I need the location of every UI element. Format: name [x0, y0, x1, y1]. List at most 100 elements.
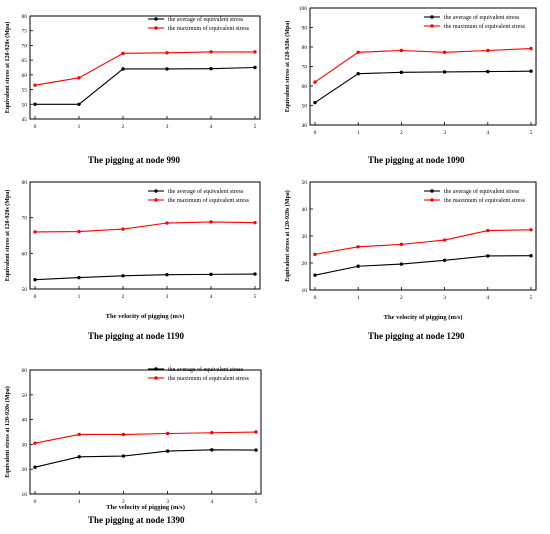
plot-frame	[29, 181, 261, 290]
data-point	[253, 50, 257, 54]
y-tick-label: 60	[302, 84, 308, 90]
data-point	[33, 441, 37, 445]
data-point	[210, 431, 214, 435]
data-point	[486, 228, 490, 233]
series-line-0	[314, 70, 532, 104]
legend-marker	[154, 26, 158, 30]
data-point	[486, 254, 490, 258]
data-point	[121, 454, 126, 458]
x-tick-label: 3	[166, 124, 169, 130]
data-point	[121, 274, 125, 278]
data-point	[121, 67, 125, 71]
y-axis-label: Equivalent stress at 120-920s (Mpa)	[4, 22, 11, 114]
chart-panel-2: 50 60 70 80 0 1 2 3 4 5 Equivalent stress at 120-9…	[4, 180, 261, 320]
chart-caption: The pigging at node 990	[88, 155, 181, 165]
data-point	[529, 46, 533, 51]
legend-label: the maximum of equivalent stress	[168, 197, 250, 204]
x-tick-label: 2	[400, 130, 403, 136]
x-tick-label: 5	[254, 294, 257, 300]
y-tick-label: 60	[22, 73, 28, 79]
data-point	[486, 69, 490, 74]
data-point	[33, 102, 37, 106]
data-point	[254, 430, 258, 434]
series-line-1	[34, 51, 255, 86]
y-tick-label: 70	[22, 216, 28, 222]
x-tick-label: 3	[443, 295, 446, 301]
data-point	[77, 102, 81, 106]
y-tick-label: 40	[302, 207, 308, 213]
data-point	[442, 238, 447, 242]
data-point	[165, 67, 169, 71]
x-tick-label: 4	[210, 499, 213, 505]
data-point	[209, 272, 213, 277]
x-tick-label: 4	[486, 130, 489, 136]
y-tick-label: 65	[22, 58, 28, 64]
data-point	[313, 100, 317, 105]
y-tick-label: 20	[302, 261, 308, 267]
legend-label: the maximum of equivalent stress	[444, 197, 526, 204]
series-line-0	[34, 449, 257, 468]
data-point	[356, 264, 360, 268]
data-point	[165, 449, 170, 453]
chart-panel-4: 10 20 30 40 50 60 0 1 2 3 4 5 Equivalent stress at 1…	[4, 366, 262, 511]
data-point	[356, 245, 360, 249]
y-tick-label: 10	[302, 288, 308, 294]
legend-label: the maximum of equivalent stress	[444, 23, 526, 30]
x-tick-label: 4	[210, 294, 213, 300]
series-line-0	[35, 66, 256, 105]
y-tick-label: 60	[22, 251, 28, 257]
data-point	[442, 258, 447, 262]
data-point	[313, 252, 317, 257]
y-axis-label: Equivalent stress at 120-920s (Mpa)	[284, 21, 291, 113]
data-point	[356, 72, 360, 76]
x-tick-label: 0	[34, 294, 37, 300]
legend-label: the maximum of equivalent stress	[168, 375, 250, 382]
chart-panel-3: 10 20 30 40 50 0 1 2 3 4 5 Equivalent stress at 120…	[284, 180, 537, 321]
data-point	[33, 465, 37, 469]
x-axis-label: The velocity of pigging (m/s)	[106, 313, 185, 320]
chart-caption: The pigging at node 1290	[368, 331, 465, 341]
data-point	[77, 432, 81, 437]
y-tick-label: 100	[299, 6, 308, 12]
x-tick-label: 2	[122, 499, 125, 505]
legend-marker	[430, 24, 434, 28]
data-point	[165, 51, 169, 55]
series-line-0	[34, 273, 256, 281]
x-tick-label: 1	[78, 499, 81, 505]
data-point	[529, 69, 533, 73]
legend-marker	[430, 15, 434, 19]
y-tick-label: 50	[302, 180, 308, 186]
data-point	[121, 51, 125, 56]
data-point	[253, 272, 257, 276]
chart-caption: The pigging at node 1390	[88, 515, 185, 525]
data-point	[77, 455, 81, 459]
data-point	[313, 273, 317, 277]
x-tick-label: 3	[166, 499, 169, 505]
data-point	[210, 448, 214, 452]
x-tick-label: 1	[357, 130, 360, 136]
y-tick-label: 70	[22, 43, 28, 49]
x-tick-label: 4	[210, 124, 213, 130]
data-point	[529, 228, 533, 232]
x-axis-label: The velocity of pigging (m/s)	[384, 314, 463, 321]
data-point	[209, 66, 213, 71]
data-point	[165, 273, 169, 277]
chart-panel-1: 40 50 60 70 80 90 100 0 1 2 3 4 5 Equivalent stress a…	[284, 6, 537, 136]
series-line-0	[314, 255, 532, 276]
data-point	[442, 50, 447, 54]
y-tick-label: 30	[22, 442, 28, 448]
data-point	[253, 65, 257, 70]
legend-label: the average of equivalent stress	[168, 188, 244, 195]
data-point	[529, 254, 533, 258]
legend-marker	[430, 198, 434, 202]
data-point	[77, 76, 81, 80]
x-axis-label: The velocity of pigging (m/s)	[106, 504, 185, 511]
x-tick-label: 4	[486, 295, 489, 301]
y-tick-label: 55	[22, 88, 28, 94]
x-tick-label: 2	[122, 294, 125, 300]
legend-label: the average of equivalent stress	[168, 366, 244, 373]
y-tick-label: 50	[22, 102, 28, 108]
y-tick-label: 70	[302, 65, 308, 71]
legend-marker	[154, 189, 158, 193]
